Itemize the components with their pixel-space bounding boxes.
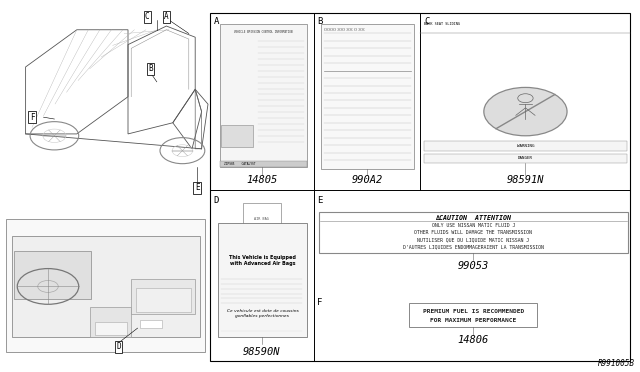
- Bar: [210, 13, 630, 361]
- Text: BACK SEAT SLIDING: BACK SEAT SLIDING: [424, 22, 460, 26]
- Text: 14805: 14805: [246, 176, 277, 185]
- Text: B: B: [148, 64, 153, 73]
- Bar: [90, 307, 131, 337]
- Text: 990A2: 990A2: [351, 176, 383, 185]
- Text: C: C: [424, 17, 429, 26]
- Text: AIR BAG: AIR BAG: [254, 218, 269, 221]
- Text: A: A: [164, 12, 169, 21]
- Bar: [12, 236, 200, 337]
- Bar: [424, 141, 627, 151]
- Text: WARNING: WARNING: [516, 144, 534, 148]
- Bar: [218, 223, 307, 337]
- Bar: [3, 9, 205, 208]
- Text: This Vehicle is Equipped
with Advanced Air Bags: This Vehicle is Equipped with Advanced A…: [229, 255, 296, 266]
- Circle shape: [484, 87, 567, 136]
- Text: ONLY USE NISSAN MATIC FLUID J: ONLY USE NISSAN MATIC FLUID J: [431, 223, 515, 228]
- Bar: [131, 279, 195, 314]
- Text: D: D: [116, 342, 121, 351]
- Text: B: B: [317, 17, 323, 26]
- Text: 98590N: 98590N: [243, 347, 280, 356]
- Bar: [424, 154, 627, 163]
- Text: ∆CAUTION  ATTENTION: ∆CAUTION ATTENTION: [435, 215, 511, 221]
- Text: F: F: [29, 113, 35, 122]
- Text: NUTILISER QUE DU LIQUIDE MATIC NISSAN J: NUTILISER QUE DU LIQUIDE MATIC NISSAN J: [417, 237, 529, 242]
- Bar: [243, 203, 281, 232]
- Bar: [410, 303, 538, 327]
- Bar: [6, 219, 205, 352]
- Text: OTHER FLUIDS WILL DAMAGE THE TRANSMISSION: OTHER FLUIDS WILL DAMAGE THE TRANSMISSIO…: [414, 230, 532, 235]
- Bar: [220, 24, 307, 167]
- Text: 99053: 99053: [458, 261, 489, 271]
- Text: XXXXXXXX XXXXX XXXX XX XXXX: XXXXXXXX XXXXX XXXX XX XXXX: [324, 28, 365, 32]
- Bar: [220, 161, 307, 167]
- Text: FOR MAXIMUM PERFORMANCE: FOR MAXIMUM PERFORMANCE: [430, 318, 516, 323]
- Text: R991005B: R991005B: [598, 359, 635, 368]
- Text: DANGER: DANGER: [518, 157, 533, 160]
- Bar: [321, 24, 414, 169]
- Text: A: A: [214, 17, 219, 26]
- Text: E: E: [195, 183, 200, 192]
- Text: D: D: [214, 196, 219, 205]
- Bar: [136, 288, 191, 312]
- Text: F: F: [317, 298, 323, 307]
- Bar: [140, 320, 162, 328]
- Text: Ce vehicule est dote de coussins
gonflables perfectionnes: Ce vehicule est dote de coussins gonflab…: [227, 309, 298, 318]
- Bar: [319, 212, 628, 253]
- Bar: [95, 322, 127, 335]
- Bar: [221, 125, 253, 147]
- Text: ZIPS05    CATALYST: ZIPS05 CATALYST: [224, 163, 255, 166]
- Text: 14806: 14806: [458, 336, 489, 345]
- Text: PREMIUM FUEL IS RECOMMENDED: PREMIUM FUEL IS RECOMMENDED: [422, 309, 524, 314]
- Bar: [14, 251, 91, 299]
- Text: VEHICLE EMISSION CONTROL INFORMATION: VEHICLE EMISSION CONTROL INFORMATION: [234, 30, 292, 34]
- Text: D'AUTRES LIQUIDES ENDOMMAGERAIENT LA TRANSMISSION: D'AUTRES LIQUIDES ENDOMMAGERAIENT LA TRA…: [403, 244, 544, 249]
- Text: E: E: [317, 196, 323, 205]
- Text: C: C: [145, 12, 150, 21]
- Text: 98591N: 98591N: [507, 176, 544, 185]
